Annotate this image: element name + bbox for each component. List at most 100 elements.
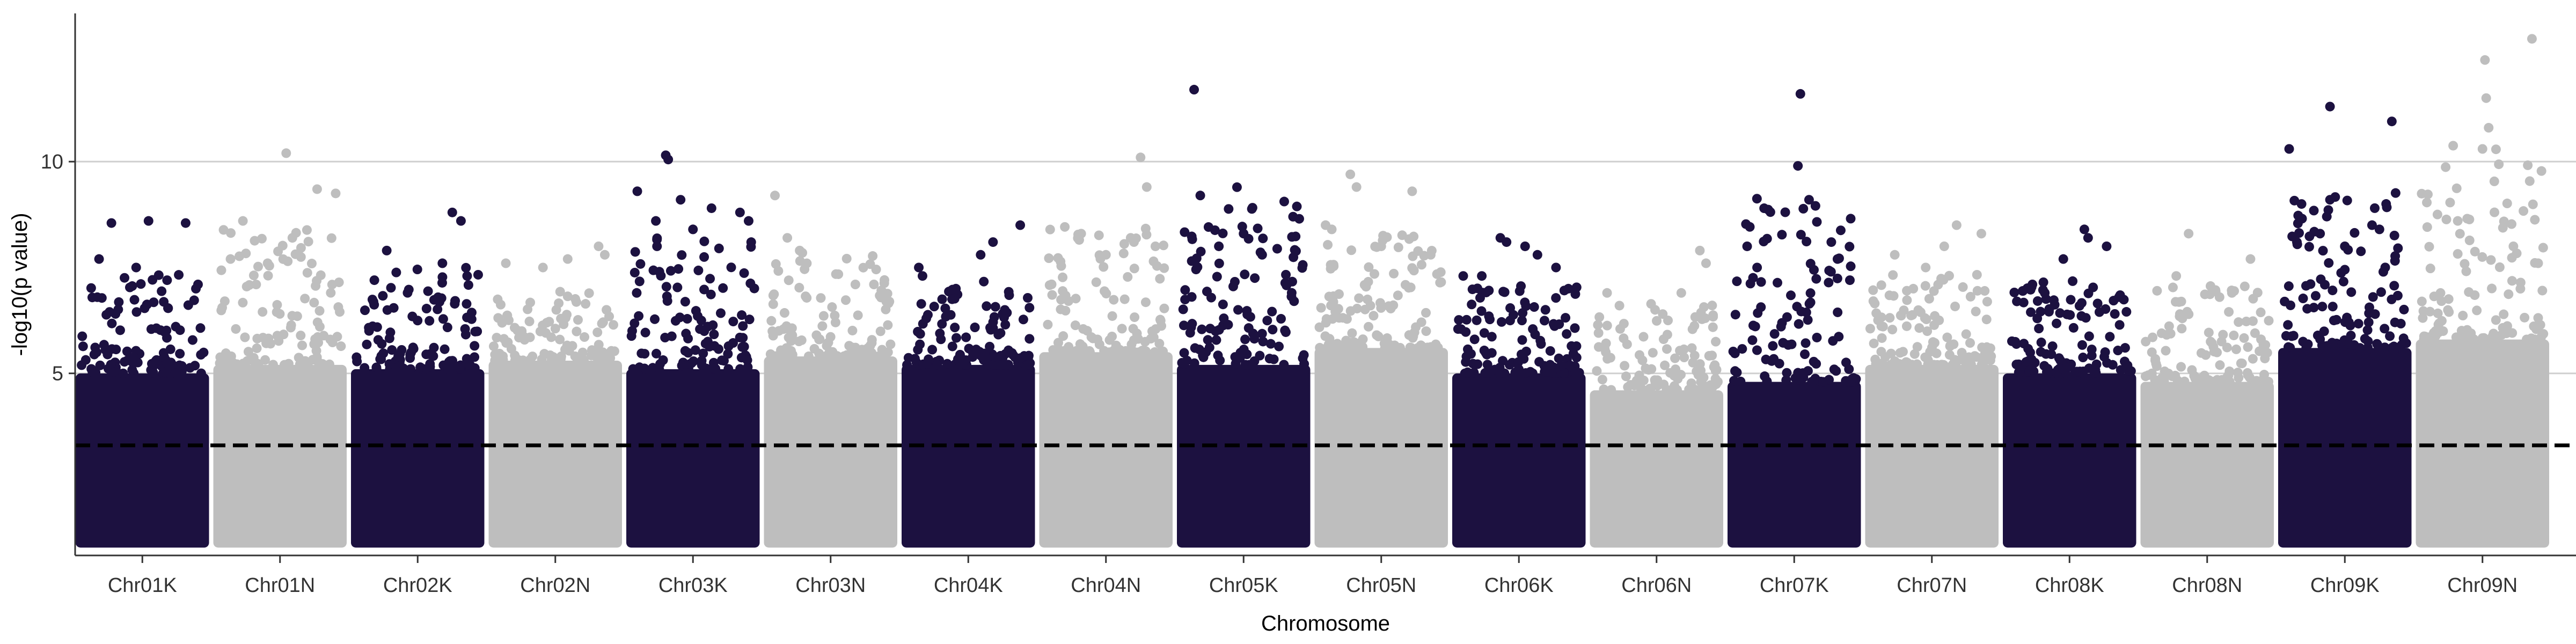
snp-point — [592, 346, 603, 356]
snp-point — [2431, 326, 2441, 336]
chromosome-band-Chr02K — [351, 369, 485, 548]
snp-point — [1316, 303, 1326, 313]
snp-point — [1000, 319, 1011, 330]
snp-point — [2201, 350, 2211, 360]
snp-point — [261, 338, 272, 348]
snp-point — [1708, 312, 1718, 322]
peak-point — [2227, 288, 2237, 298]
chromosome-band-Chr03K — [626, 369, 760, 548]
snp-point — [1709, 362, 1719, 372]
snp-point — [1280, 325, 1290, 335]
snp-point — [309, 297, 319, 308]
snp-point — [2390, 188, 2401, 198]
snp-point — [847, 325, 858, 335]
snp-point — [1023, 360, 1033, 370]
snp-point — [433, 304, 443, 314]
peak-point — [1150, 241, 1160, 251]
snp-point — [1965, 291, 1975, 302]
snp-point — [1786, 290, 1796, 301]
snp-point — [1468, 358, 1478, 369]
snp-point — [1224, 204, 1234, 214]
snp-point — [738, 321, 748, 331]
snp-point — [1024, 303, 1035, 313]
snp-point — [1345, 342, 1355, 352]
snp-point — [404, 284, 414, 295]
peak-point — [988, 237, 998, 247]
snp-point — [1800, 349, 1810, 360]
snp-point — [853, 351, 863, 361]
snp-point — [2372, 339, 2382, 349]
snp-point — [584, 288, 594, 298]
snp-point — [2168, 282, 2178, 292]
snp-point — [697, 360, 707, 370]
snp-point — [286, 320, 296, 330]
peak-point — [2315, 229, 2325, 239]
snp-point — [87, 292, 97, 303]
snp-point — [672, 282, 683, 292]
snp-point — [1670, 353, 1680, 363]
peak-point — [462, 271, 472, 281]
chromosome-band-Chr05N — [1314, 348, 1448, 548]
snp-point — [171, 368, 181, 378]
snp-point — [1187, 231, 1197, 241]
snp-point — [1782, 312, 1792, 322]
peak-point — [1614, 301, 1624, 311]
snp-point — [1202, 287, 1212, 297]
snp-point — [1274, 341, 1284, 352]
x-tick-label: Chr06K — [1484, 574, 1554, 597]
snp-point — [2398, 333, 2409, 343]
x-tick-label: Chr01K — [108, 574, 177, 597]
snp-point — [699, 236, 709, 246]
snp-point — [1118, 248, 1129, 259]
chromosome-band-Chr07N — [1865, 364, 1999, 548]
snp-point — [1942, 332, 1952, 342]
peak-point — [1294, 214, 1304, 224]
snp-point — [784, 332, 794, 342]
snp-point — [682, 314, 692, 324]
snp-point — [717, 355, 727, 365]
snp-point — [562, 291, 573, 302]
snp-point — [2264, 316, 2274, 326]
snp-point — [1730, 310, 1740, 320]
snp-point — [240, 332, 250, 342]
snp-point — [1689, 350, 1700, 361]
snp-point — [162, 325, 172, 335]
snp-point — [1554, 319, 1564, 330]
chromosome-band-Chr05K — [1177, 364, 1311, 548]
snp-point — [219, 296, 230, 306]
snp-point — [95, 360, 105, 370]
snp-point — [2260, 353, 2270, 363]
snp-point — [2298, 294, 2308, 304]
snp-point — [2418, 306, 2428, 316]
snp-point — [961, 332, 971, 342]
snp-point — [968, 352, 978, 362]
snp-point — [91, 367, 101, 377]
snp-point — [1956, 354, 1966, 364]
snp-point — [2470, 246, 2480, 257]
snp-point — [1675, 346, 1685, 356]
snp-point — [2205, 289, 2215, 299]
snp-point — [466, 308, 477, 318]
peak-point — [106, 218, 116, 228]
snp-point — [1369, 269, 1379, 279]
snp-point — [1140, 297, 1151, 308]
snp-point — [1505, 303, 1516, 313]
snp-point — [415, 362, 426, 372]
snp-point — [437, 272, 448, 282]
snp-point — [1397, 230, 1407, 240]
snp-point — [1046, 279, 1057, 289]
snp-point — [650, 314, 660, 324]
snp-point — [2418, 313, 2428, 323]
snp-point — [1190, 343, 1200, 353]
snp-point — [1473, 283, 1483, 294]
snp-point — [1902, 295, 1912, 305]
snp-point — [2538, 329, 2549, 339]
snp-point — [723, 341, 734, 351]
peak-point — [143, 216, 153, 226]
snp-point — [250, 359, 260, 369]
snp-point — [406, 364, 416, 374]
snp-point — [1924, 294, 1934, 304]
snp-point — [879, 278, 889, 288]
snp-point — [1214, 258, 1224, 268]
peak-point — [2083, 233, 2093, 243]
